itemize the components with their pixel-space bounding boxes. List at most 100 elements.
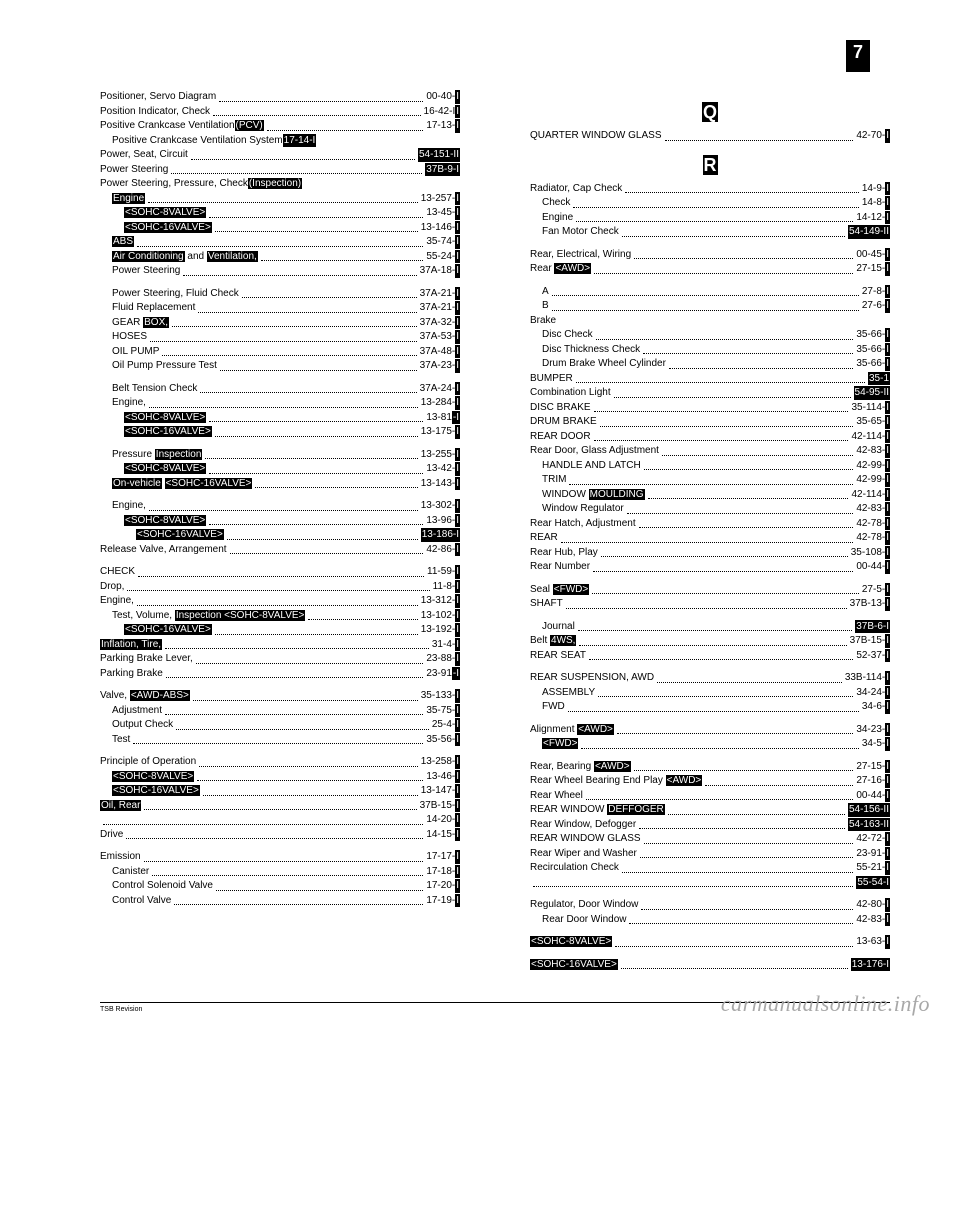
entry-label: <SOHC-8VALVE> (530, 935, 612, 949)
index-entry: On-vehicle <SOHC-16VALVE> 13-143-I (100, 477, 460, 491)
index-entry: Positioner, Servo Diagram00-40-I (100, 90, 460, 104)
entry-label: Adjustment (112, 704, 162, 718)
entry-label: Positioner, Servo Diagram (100, 90, 216, 104)
entry-ref: 42-99-I (856, 473, 890, 487)
entry-label: SHAFT (530, 597, 563, 611)
entry-ref: 31-4-I (432, 638, 460, 652)
entry-label: Power Steering, Pressure, Check(Inspecti… (100, 177, 302, 191)
index-entry: B27-6-I (530, 299, 890, 313)
entry-ref: 42-78-I (856, 531, 890, 545)
entry-ref: 54-151-II (418, 148, 460, 162)
entry-ref: 42-78-I (856, 517, 890, 531)
entry-label: Rear Wheel Bearing End Play <AWD> (530, 774, 702, 788)
entry-ref: 13-42-I (426, 462, 460, 476)
entry-ref: 37A-48-I (420, 345, 460, 359)
entry-ref: 11-8-I (433, 580, 460, 594)
index-entry: Combination Light 54-95-II (530, 386, 890, 400)
entry-ref: 00-44-I (856, 560, 890, 574)
entry-ref: 35-114-I (851, 401, 890, 415)
index-entry: Drive14-15-I (100, 828, 460, 842)
index-entry: <SOHC-16VALVE>13-192-I (100, 623, 460, 637)
entry-label: Air Conditioning and Ventilation, (112, 250, 258, 264)
entry-label: Inflation, Tire, (100, 638, 162, 652)
entry-ref: 42-83-I (856, 444, 890, 458)
index-columns: Positioner, Servo Diagram00-40-IPosition… (100, 90, 890, 972)
index-entry: Rear Window, Defogger54-163-II (530, 818, 890, 832)
entry-label: On-vehicle <SOHC-16VALVE> (112, 477, 252, 491)
index-entry: Canister17-18-I (100, 865, 460, 879)
entry-label: Combination Light (530, 386, 611, 400)
entry-ref: 54-95-II (854, 386, 890, 400)
entry-label: Alignment <AWD> (530, 723, 614, 737)
index-entry: Rear Wiper and Washer23-91-I (530, 847, 890, 861)
entry-label: Belt 4WS, (530, 634, 576, 648)
index-entry: Test, Volume, Inspection <SOHC-8VALVE>13… (100, 609, 460, 623)
entry-label: Parking Brake (100, 667, 163, 681)
index-entry: 14-20-I (100, 813, 460, 827)
entry-ref: 13-63-I (856, 935, 890, 949)
entry-ref: 42-86-I (426, 543, 460, 557)
entry-ref: 27-6-I (862, 299, 890, 313)
entry-ref: 16-42-II (424, 105, 460, 119)
page-number: 7 (846, 40, 870, 72)
entry-ref: 27-15-I (856, 262, 890, 276)
index-entry: DISC BRAKE35-114-I (530, 401, 890, 415)
entry-ref: 17-14-I (283, 134, 317, 148)
entry-ref: 42-114-I (851, 430, 890, 444)
index-entry: Parking Brake23-91-I (100, 667, 460, 681)
index-entry: REAR WINDOW GLASS42-72-I (530, 832, 890, 846)
entry-label: Recirculation Check (530, 861, 619, 875)
index-entry: BUMPER35-1 (530, 372, 890, 386)
index-entry: Emission17-17-I (100, 850, 460, 864)
entry-ref: 00-45-I (856, 248, 890, 262)
entry-ref: 37B-13-I (850, 597, 890, 611)
index-entry: Positive Crankcase Ventilation System17-… (100, 134, 460, 148)
section-letter: Q (702, 102, 718, 122)
entry-label: <SOHC-16VALVE> (530, 958, 618, 972)
entry-ref: 14-20-I (426, 813, 460, 827)
index-entry: Regulator, Door Window42-80-I (530, 898, 890, 912)
index-entry: HOSES37A-53-I (100, 330, 460, 344)
entry-label: Rear Hatch, Adjustment (530, 517, 636, 531)
entry-ref: 13-143-I (421, 477, 460, 491)
entry-ref: 11-59-I (427, 565, 460, 579)
entry-ref: 37A-21-I (420, 301, 460, 315)
entry-ref: 13-147-I (421, 784, 460, 798)
entry-ref: 27-15-I (856, 760, 890, 774)
entry-label: Rear Door Window (542, 913, 626, 927)
entry-label: Rear Door, Glass Adjustment (530, 444, 659, 458)
entry-label: <SOHC-8VALVE> (124, 206, 206, 220)
entry-ref: 55-24-I (426, 250, 460, 264)
entry-ref: 34-5-I (862, 737, 890, 751)
index-entry: Belt 4WS,37B-15-I (530, 634, 890, 648)
index-entry: QUARTER WINDOW GLASS42-70-I (530, 129, 890, 143)
entry-label: Rear, Bearing <AWD> (530, 760, 631, 774)
index-entry: Engine13-257-I (100, 192, 460, 206)
index-entry: Control Solenoid Valve17-20-I (100, 879, 460, 893)
entry-ref: 13-176-I (851, 958, 890, 972)
entry-label: <SOHC-16VALVE> (136, 528, 224, 542)
index-entry: GEAR BOX,37A-32-I (100, 316, 460, 330)
index-entry: HANDLE AND LATCH42-99-I (530, 459, 890, 473)
index-entry: <SOHC-8VALVE> 13-63-I (530, 935, 890, 949)
entry-label: Drive (100, 828, 123, 842)
entry-label: Engine, (112, 499, 146, 513)
entry-label: Engine (112, 192, 145, 206)
entry-label: DRUM BRAKE (530, 415, 597, 429)
entry-ref: 42-114-I (851, 488, 890, 502)
entry-ref: 13-186-I (421, 528, 460, 542)
index-entry: REAR WINDOW DEFFOGER54-156-II (530, 803, 890, 817)
index-entry: Position Indicator, Check16-42-II (100, 105, 460, 119)
index-entry: ASSEMBLY34-24-I (530, 686, 890, 700)
entry-label: HANDLE AND LATCH (542, 459, 641, 473)
entry-label: Engine (542, 211, 573, 225)
entry-label: REAR SEAT (530, 649, 586, 663)
entry-label: <SOHC-16VALVE> (124, 425, 212, 439)
entry-label: Fluid Replacement (112, 301, 195, 315)
index-entry: Fluid Replacement 37A-21-I (100, 301, 460, 315)
index-entry: Disc Check35-66-I (530, 328, 890, 342)
entry-label: <SOHC-8VALVE> (112, 770, 194, 784)
entry-ref: 17-18-I (426, 865, 460, 879)
section-letter: R (703, 155, 718, 175)
entry-label: Valve, <AWD-ABS> (100, 689, 190, 703)
